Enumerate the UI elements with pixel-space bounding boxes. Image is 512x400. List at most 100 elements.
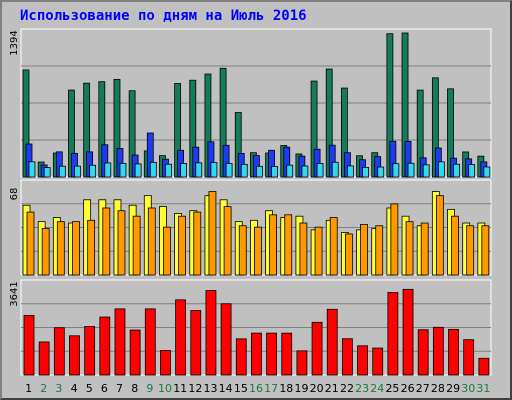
traffic-bar [266,332,277,376]
x-tick-label: 9 [146,382,153,395]
hits-bar [390,203,399,276]
hosts-bar [346,165,354,178]
hosts-bar [468,164,476,178]
x-tick-label: 31 [476,382,490,395]
hosts-bar [437,161,445,178]
traffic-bar [99,316,111,376]
x-tick-label: 12 [188,382,202,395]
hosts-bar [331,161,339,178]
hosts-bar [377,166,385,178]
hosts-bar [134,163,142,178]
traffic-bar [205,290,217,376]
x-tick-label: 16 [249,382,263,395]
traffic-bar [114,308,126,376]
hosts-bar [104,162,112,178]
y-max-label: 68 [9,188,20,201]
hosts-bar [316,162,324,178]
x-tick-label: 23 [355,382,369,395]
hosts-bar [271,166,278,178]
x-tick-label: 26 [401,382,415,395]
traffic-bar [372,347,384,376]
hosts-bar [225,163,233,178]
x-tick-label: 11 [173,382,187,395]
traffic-bar [463,339,475,376]
hosts-bar [180,163,188,178]
traffic-bar [53,327,65,376]
traffic-bar [417,329,429,376]
x-tick-label: 28 [431,382,445,395]
x-tick-label: 2 [40,382,47,395]
hits-bar [375,225,384,276]
hits-bar [314,226,323,276]
hits-bar [451,215,459,276]
hits-bar [56,221,65,276]
traffic-bar [311,321,323,376]
hits-bar [117,210,126,276]
hosts-bar [43,167,51,178]
x-tick-label: 22 [340,382,354,395]
hits-bar [193,211,202,276]
hits-bar [284,214,293,276]
hosts-bar [407,162,415,178]
hits-bar [405,221,414,276]
hits-bar [178,215,187,276]
traffic-bar [175,299,187,376]
traffic-bar [478,357,490,376]
hosts-bar [362,166,369,178]
hits-bar [87,219,96,276]
hosts-bar [483,166,491,178]
x-tick-label: 20 [310,382,324,395]
hosts-bar [422,164,430,178]
x-tick-label: 3 [55,382,62,395]
chart-title: Использование по дням на Июль 2016 [20,8,307,24]
traffic-bar [432,326,444,376]
hosts-bar [89,164,97,178]
traffic-bar [129,329,141,376]
hits-bar [26,211,35,276]
x-tick-label: 29 [446,382,460,395]
traffic-bar [38,341,50,376]
hits-bar [102,207,111,276]
hosts-bar [28,161,36,178]
hosts-bar [165,163,172,178]
hits-bar [360,223,368,276]
x-tick-label: 15 [234,382,248,395]
hosts-bar [256,165,263,178]
hits-bar [147,207,156,276]
hosts-bar [453,163,460,178]
traffic-bar [160,350,171,376]
traffic-bar [69,335,80,376]
hits-bar [269,214,277,276]
traffic-bar [235,338,247,376]
hosts-bar [74,165,81,178]
x-tick-label: 14 [219,382,233,395]
x-tick-label: 4 [71,382,78,395]
traffic-bar [190,310,202,376]
traffic-bar [326,308,338,376]
hits-bar [223,206,232,276]
hosts-bar [392,163,400,178]
x-tick-label: 25 [385,382,399,395]
traffic-bar [281,332,293,376]
x-tick-label: 10 [158,382,172,395]
x-tick-label: 5 [86,382,93,395]
x-tick-label: 6 [101,382,108,395]
hits-bar [72,221,80,276]
hosts-bar [149,161,157,178]
hosts-bar [301,165,309,178]
traffic-bar [220,303,232,376]
hosts-bar [240,163,248,178]
x-tick-label: 13 [204,382,218,395]
traffic-bar [357,345,368,376]
hits-bar [238,225,247,276]
hits-bar [435,195,444,276]
traffic-bar [387,292,399,376]
traffic-bar [23,315,35,376]
traffic-bar [402,288,414,376]
traffic-bar [251,332,262,376]
x-tick-label: 17 [264,382,278,395]
traffic-bar [144,308,156,376]
hits-bar [299,222,308,276]
hits-bar [208,191,217,276]
